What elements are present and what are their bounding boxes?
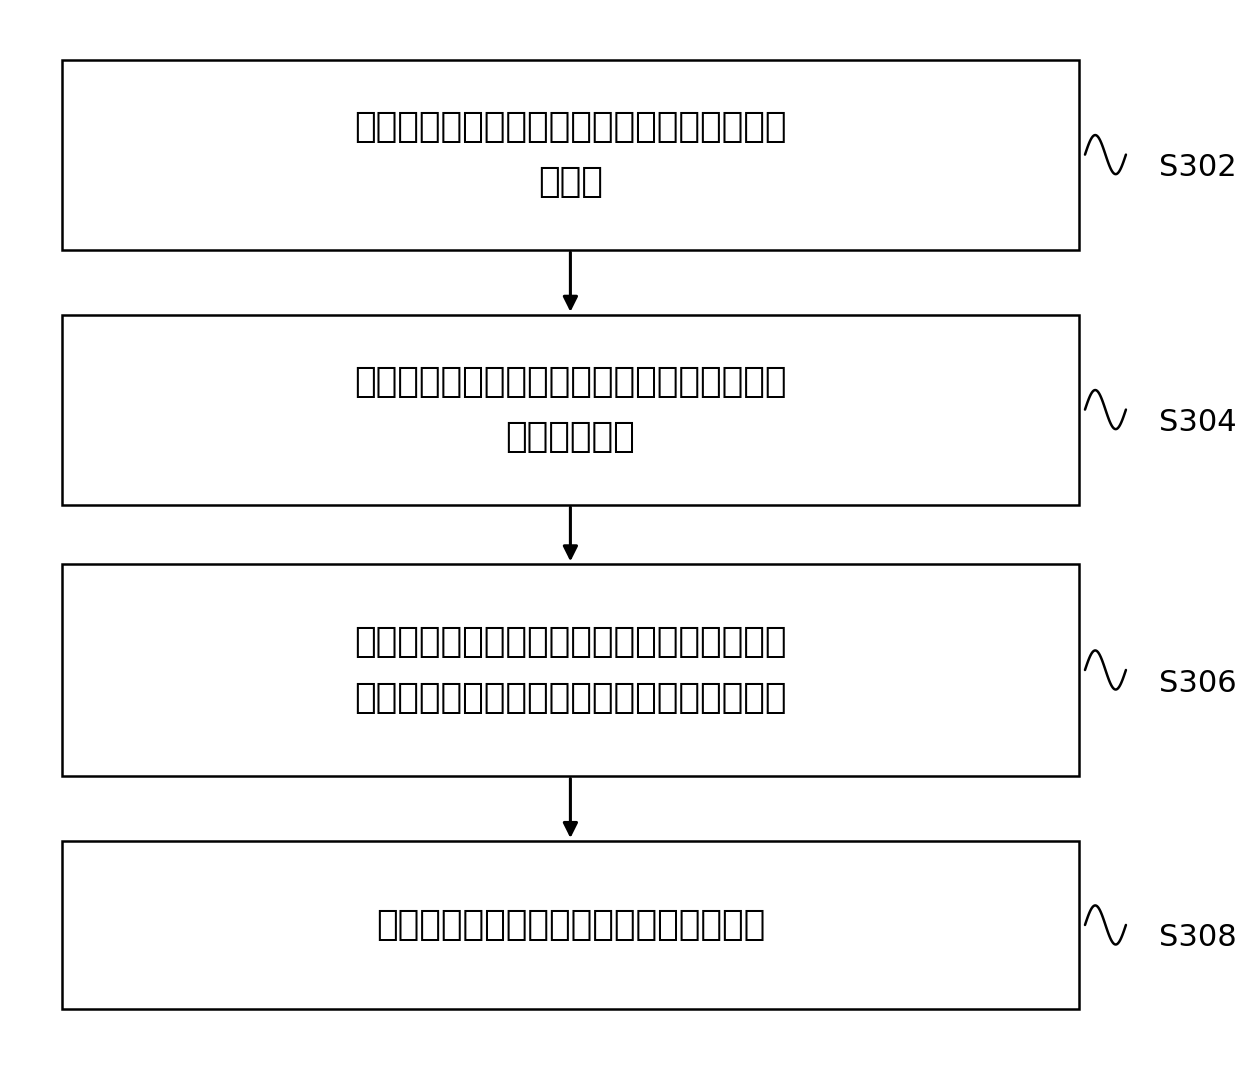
Text: 基于与工作功率相匹配的第二荷电状态区间，
确定多个第一储液罐分区中的第二储液罐分区: 基于与工作功率相匹配的第二荷电状态区间， 确定多个第一储液罐分区中的第二储液罐分… bbox=[355, 625, 786, 715]
Text: S302: S302 bbox=[1159, 153, 1238, 182]
Text: S306: S306 bbox=[1159, 668, 1238, 698]
Text: S308: S308 bbox=[1159, 923, 1238, 953]
Bar bbox=[62, 564, 1079, 776]
Text: S304: S304 bbox=[1159, 408, 1238, 437]
Text: 获取发电设备的发电功率和用电负载所需的用
电功率: 获取发电设备的发电功率和用电负载所需的用 电功率 bbox=[355, 110, 786, 200]
Text: 控制第二储液罐分区执行充电或放电操作: 控制第二储液罐分区执行充电或放电操作 bbox=[376, 908, 765, 942]
Bar bbox=[62, 60, 1079, 250]
Text: 基于发电功率和用电功率获取液流电池储能系
统的工作信息: 基于发电功率和用电功率获取液流电池储能系 统的工作信息 bbox=[355, 365, 786, 455]
Bar bbox=[62, 315, 1079, 505]
Bar bbox=[62, 841, 1079, 1009]
